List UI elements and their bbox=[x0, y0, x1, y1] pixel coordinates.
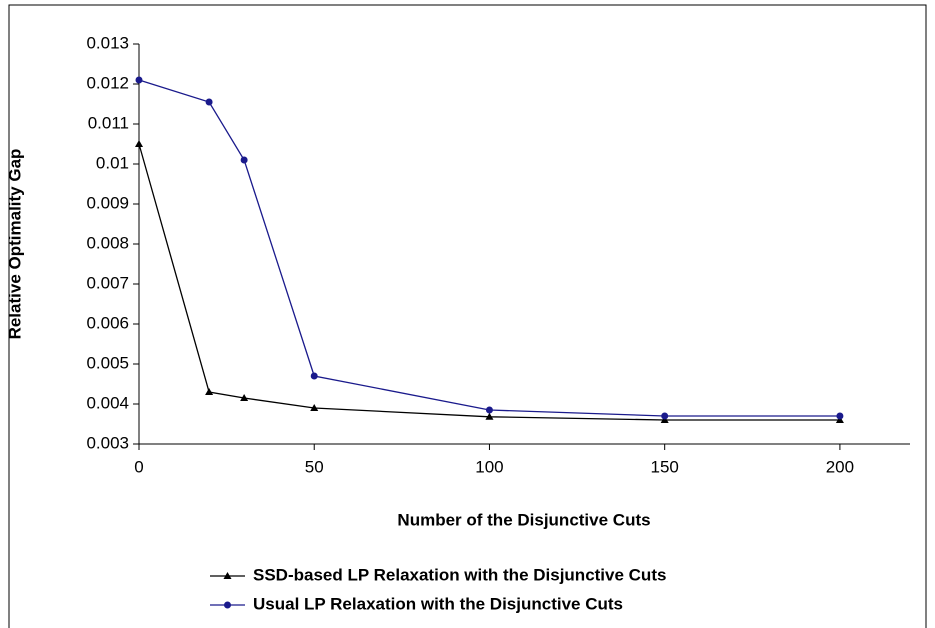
y-tick-label: 0.013 bbox=[86, 33, 129, 52]
marker bbox=[310, 404, 319, 411]
marker bbox=[836, 412, 844, 420]
y-axis-label: Relative Optimality Gap bbox=[5, 149, 24, 340]
y-tick-label: 0.008 bbox=[86, 233, 129, 252]
marker bbox=[485, 406, 493, 414]
y-tick-label: 0.005 bbox=[86, 353, 129, 372]
marker bbox=[240, 394, 249, 401]
marker bbox=[135, 140, 143, 147]
y-tick-label: 0.007 bbox=[86, 273, 129, 292]
marker bbox=[310, 372, 318, 380]
x-tick-label: 100 bbox=[475, 457, 503, 476]
y-tick-label: 0.003 bbox=[86, 433, 129, 452]
legend-label: SSD-based LP Relaxation with the Disjunc… bbox=[253, 565, 666, 584]
marker bbox=[205, 388, 214, 395]
y-tick-label: 0.012 bbox=[86, 73, 129, 92]
x-axis-label: Number of the Disjunctive Cuts bbox=[397, 510, 650, 529]
y-tick-label: 0.004 bbox=[86, 393, 129, 412]
marker bbox=[485, 412, 494, 420]
marker bbox=[223, 572, 232, 579]
x-tick-label: 0 bbox=[134, 457, 143, 476]
y-tick-label: 0.01 bbox=[96, 153, 129, 172]
marker bbox=[240, 156, 248, 164]
legend-label: Usual LP Relaxation with the Disjunctive… bbox=[253, 594, 623, 613]
y-tick-label: 0.006 bbox=[86, 313, 129, 332]
marker bbox=[205, 98, 213, 106]
x-tick-label: 200 bbox=[826, 457, 854, 476]
marker bbox=[661, 412, 669, 420]
x-tick-label: 150 bbox=[650, 457, 678, 476]
marker bbox=[135, 76, 143, 84]
marker bbox=[224, 601, 231, 609]
x-tick-label: 50 bbox=[305, 457, 324, 476]
y-tick-label: 0.011 bbox=[88, 113, 129, 132]
y-tick-label: 0.009 bbox=[86, 193, 129, 212]
chart-frame bbox=[8, 4, 927, 628]
